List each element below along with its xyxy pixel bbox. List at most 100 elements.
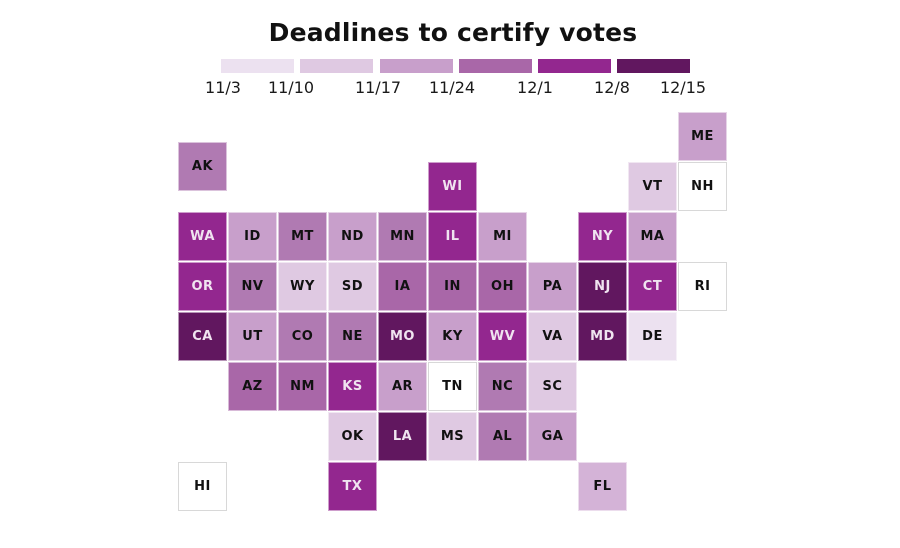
state-tile-ks: KS [328, 362, 377, 411]
state-tile-mn: MN [378, 212, 427, 261]
chart-title: Deadlines to certify votes [268, 18, 638, 47]
state-label: MT [291, 229, 314, 244]
state-label: UT [242, 329, 263, 344]
state-tile-ma: MA [628, 212, 677, 261]
state-label: WI [442, 179, 463, 194]
state-tile-ok: OK [328, 412, 377, 461]
state-label: NH [691, 179, 714, 194]
state-tile-sd: SD [328, 262, 377, 311]
state-label: GA [541, 429, 564, 444]
state-label: KY [442, 329, 463, 344]
state-label: MD [590, 329, 615, 344]
state-label: SC [542, 379, 563, 394]
state-label: PA [542, 279, 563, 294]
state-tile-md: MD [578, 312, 627, 361]
state-label: IA [394, 279, 411, 294]
state-label: LA [392, 429, 413, 444]
state-tile-hi: HI [178, 462, 227, 511]
state-label: OH [491, 279, 514, 294]
state-tile-pa: PA [528, 262, 577, 311]
state-label: AR [391, 379, 414, 394]
state-label: AK [191, 159, 214, 174]
legend-tick-label: 11/10 [267, 78, 315, 97]
state-tile-ga: GA [528, 412, 577, 461]
legend-tick-label: 11/17 [354, 78, 402, 97]
state-tile-nj: NJ [578, 262, 627, 311]
legend-tick-label: 12/1 [517, 78, 553, 97]
state-label: IL [445, 229, 460, 244]
state-label: CO [291, 329, 314, 344]
state-tile-wv: WV [478, 312, 527, 361]
state-label: NY [591, 229, 614, 244]
state-label: NJ [594, 279, 611, 294]
state-label: MA [640, 229, 665, 244]
state-tile-or: OR [178, 262, 227, 311]
state-tile-ny: NY [578, 212, 627, 261]
state-label: HI [194, 479, 211, 494]
state-label: DE [642, 329, 663, 344]
state-label: NE [342, 329, 363, 344]
state-label: NC [491, 379, 514, 394]
state-tile-tn: TN [428, 362, 477, 411]
state-tile-az: AZ [228, 362, 277, 411]
state-label: ME [691, 129, 714, 144]
state-tile-ak: AK [178, 142, 227, 191]
state-tile-nh: NH [678, 162, 727, 211]
state-tile-nm: NM [278, 362, 327, 411]
state-tile-fl: FL [578, 462, 627, 511]
state-tile-mi: MI [478, 212, 527, 261]
state-tile-ky: KY [428, 312, 477, 361]
state-tile-wi: WI [428, 162, 477, 211]
state-label: MI [493, 229, 512, 244]
legend-tick-label: 11/3 [205, 78, 241, 97]
state-tile-nc: NC [478, 362, 527, 411]
state-label: MO [390, 329, 415, 344]
state-tile-va: VA [528, 312, 577, 361]
state-tile-mo: MO [378, 312, 427, 361]
legend-tick-label: 12/15 [659, 78, 707, 97]
state-label: VA [542, 329, 563, 344]
state-tile-ar: AR [378, 362, 427, 411]
state-label: CA [192, 329, 213, 344]
state-tile-ct: CT [628, 262, 677, 311]
state-label: AL [492, 429, 513, 444]
state-label: MS [440, 429, 465, 444]
state-label: VT [642, 179, 663, 194]
state-tile-ca: CA [178, 312, 227, 361]
state-label: NM [290, 379, 315, 394]
state-tile-tx: TX [328, 462, 377, 511]
state-label: SD [341, 279, 364, 294]
state-label: OK [341, 429, 364, 444]
state-tile-me: ME [678, 112, 727, 161]
state-tile-oh: OH [478, 262, 527, 311]
state-tile-la: LA [378, 412, 427, 461]
state-tile-vt: VT [628, 162, 677, 211]
legend-swatch [617, 59, 690, 73]
state-tile-ia: IA [378, 262, 427, 311]
state-label: TX [342, 479, 363, 494]
state-label: WY [290, 279, 315, 294]
state-tile-ms: MS [428, 412, 477, 461]
state-label: NV [241, 279, 264, 294]
legend-swatch [380, 59, 453, 73]
state-label: WA [190, 229, 215, 244]
state-label: ID [244, 229, 261, 244]
state-label: TN [442, 379, 463, 394]
state-label: FL [593, 479, 612, 494]
legend-tick-label: 11/24 [428, 78, 476, 97]
legend-swatch [538, 59, 611, 73]
state-label: KS [342, 379, 363, 394]
state-tile-sc: SC [528, 362, 577, 411]
legend-swatch [300, 59, 373, 73]
state-tile-ri: RI [678, 262, 727, 311]
legend-swatch [221, 59, 294, 73]
state-tile-co: CO [278, 312, 327, 361]
state-tile-il: IL [428, 212, 477, 261]
state-label: WV [489, 329, 516, 344]
state-tile-ne: NE [328, 312, 377, 361]
state-label: ND [341, 229, 364, 244]
state-tile-ut: UT [228, 312, 277, 361]
state-tile-wy: WY [278, 262, 327, 311]
state-tile-nv: NV [228, 262, 277, 311]
state-tile-al: AL [478, 412, 527, 461]
